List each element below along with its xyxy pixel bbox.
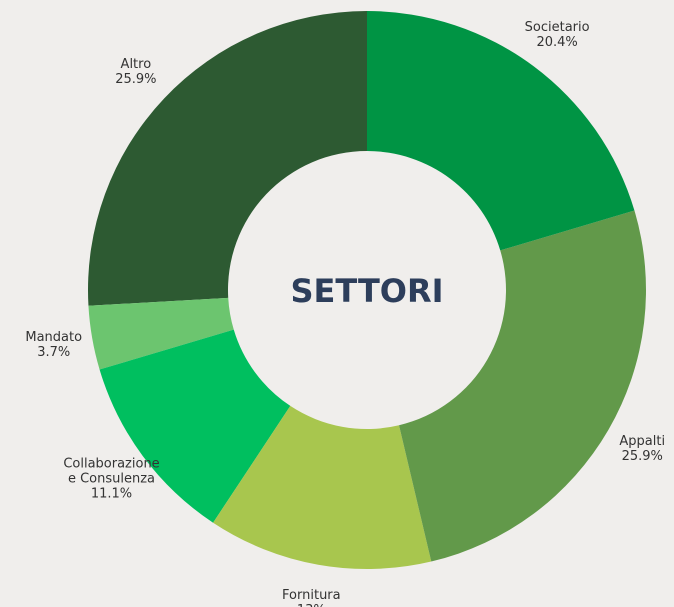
- donut-slice: [367, 11, 635, 251]
- slice-label: Altro 25.9%: [84, 57, 188, 87]
- donut-slice: [88, 297, 234, 370]
- slice-label: Mandato 3.7%: [2, 330, 106, 360]
- value-label: 13%: [259, 603, 363, 607]
- category-label: Mandato: [25, 329, 83, 345]
- value-label: 25.9%: [115, 71, 157, 87]
- value-label: 3.7%: [37, 344, 71, 360]
- value-label: 11.1%: [90, 486, 133, 502]
- slice-label: Societario 20.4%: [505, 20, 609, 50]
- category-label: Fornitura: [282, 588, 341, 604]
- category-label: Societario: [524, 20, 590, 36]
- donut-slice: [399, 210, 646, 562]
- donut-slice: [88, 11, 367, 306]
- category-label: Appalti: [619, 434, 666, 450]
- chart-title: SETTORI: [290, 272, 443, 310]
- category-label: Altro: [120, 56, 152, 72]
- value-label: 25.9%: [621, 449, 663, 465]
- slice-label: Fornitura13%: [259, 588, 363, 607]
- value-label: 20.4%: [536, 35, 578, 51]
- category-label: Collaborazione e Consulenza: [63, 456, 160, 487]
- slice-label: Appalti 25.9%: [590, 434, 674, 464]
- slice-label: Collaborazione e Consulenza 11.1%: [60, 457, 164, 502]
- donut-slice: [99, 329, 291, 523]
- donut-slice: [213, 405, 432, 570]
